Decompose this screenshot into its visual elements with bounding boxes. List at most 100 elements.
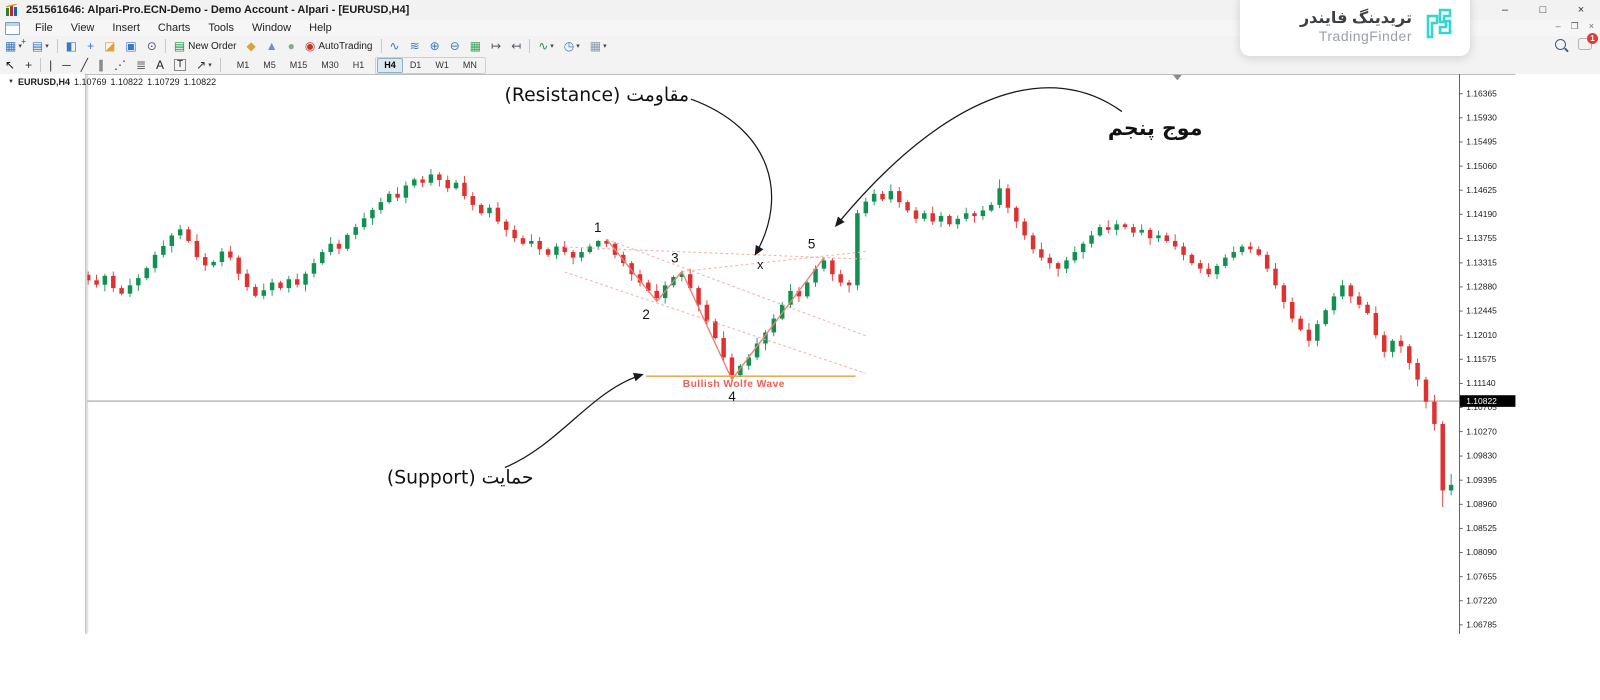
svg-text:1.09830: 1.09830 <box>1466 451 1497 461</box>
indicators-menu-button[interactable]: ∿ ▾ <box>534 38 558 55</box>
dropdown-caret-icon: ▾ <box>603 43 607 50</box>
close-button[interactable]: × <box>1577 4 1585 16</box>
data-window-button[interactable]: + <box>83 38 98 55</box>
periods-menu-button[interactable]: ◷ ▾ <box>560 38 584 55</box>
watermark-english-text: TradingFinder <box>1318 27 1412 44</box>
profiles-button[interactable]: ▤ ▾ <box>28 38 53 55</box>
arrows-style-button[interactable]: ↗ ▾ <box>192 57 216 74</box>
metaquotes-button[interactable]: ▲ <box>262 38 282 55</box>
zoom-out-button[interactable]: ⊖ <box>446 38 464 55</box>
fibonacci-icon: ⋰ <box>113 58 126 72</box>
search-icon[interactable] <box>1555 38 1566 50</box>
text-button[interactable]: A <box>152 57 168 74</box>
autotrading-button-label: AutoTrading <box>318 40 373 52</box>
horizontal-line-icon: ─ <box>62 58 71 72</box>
child-restore-button[interactable]: ❐ <box>1570 21 1579 31</box>
new-chart-icon: ▦ <box>5 39 17 53</box>
market-watch-button[interactable]: ◧ <box>62 38 81 55</box>
timeframe-m1[interactable]: M1 <box>230 58 257 73</box>
fibonacci-button[interactable]: ⋰ <box>110 57 130 74</box>
price-axis[interactable]: 1.16365 1.15930 1.15495 1.15060 1.14625 1.141… <box>1459 88 1516 630</box>
svg-text:1.13755: 1.13755 <box>1466 233 1497 243</box>
timeframe-m30[interactable]: M30 <box>314 58 346 73</box>
low-value: 1.10729 <box>147 77 180 87</box>
trendline-button[interactable]: ╱ <box>77 57 92 74</box>
tile-windows-button[interactable]: ▦ <box>466 38 485 55</box>
dropdown-caret-icon: ▾ <box>576 43 580 50</box>
timeframe-d1[interactable]: D1 <box>403 58 429 73</box>
navigator-button[interactable]: ◪ <box>100 38 119 55</box>
strategy-tester-button[interactable]: ⊙ <box>143 38 161 55</box>
zoom-in-button[interactable]: ⊕ <box>426 38 444 55</box>
text-label-button[interactable]: T <box>170 57 190 74</box>
menu-help[interactable]: Help <box>309 22 332 34</box>
metaquotes-icon: ▲ <box>265 39 278 53</box>
indicator-window-icon: ∿ <box>389 39 400 53</box>
child-close-button[interactable]: × <box>1588 21 1594 31</box>
dropdown-caret-icon: ▾ <box>45 43 49 50</box>
toolbar-separator <box>529 39 531 53</box>
new-chart-button[interactable]: ▦ + ▾ <box>1 37 26 55</box>
menu-insert[interactable]: Insert <box>112 22 140 34</box>
maximize-button[interactable]: □ <box>1539 4 1547 16</box>
minimize-button[interactable]: – <box>1501 4 1509 16</box>
navigator-icon: ◪ <box>104 39 116 53</box>
toolbar-separator <box>219 58 221 72</box>
chart-frame <box>84 74 1516 634</box>
shift-end-button[interactable]: ↦ <box>487 38 505 55</box>
timeframe-mn[interactable]: MN <box>456 58 484 73</box>
toolbar-separator <box>380 39 382 53</box>
svg-text:1.09395: 1.09395 <box>1466 475 1497 485</box>
chart-shift-marker[interactable] <box>1172 74 1182 81</box>
svg-text:3: 3 <box>671 251 678 266</box>
autotrading-button[interactable]: ◉ AutoTrading <box>301 38 377 55</box>
timeframe-h4[interactable]: H4 <box>377 57 403 73</box>
auto-scroll-button[interactable]: ↤ <box>507 38 525 55</box>
timeframe-w1[interactable]: W1 <box>428 58 456 73</box>
crosshair-button[interactable]: + <box>21 57 36 74</box>
timeframe-m5[interactable]: M5 <box>256 58 283 73</box>
menu-charts[interactable]: Charts <box>157 22 191 34</box>
menu-file[interactable]: File <box>35 22 53 34</box>
svg-text:x: x <box>757 258 764 272</box>
templates-menu-button[interactable]: ▦ ▾ <box>586 38 611 55</box>
new-order-button[interactable]: ▤ New Order <box>170 38 241 55</box>
menu-window[interactable]: Window <box>252 22 292 34</box>
templates-menu-icon: ▦ <box>589 39 602 53</box>
menu-tools[interactable]: Tools <box>208 22 234 34</box>
channel-button[interactable]: ∥ <box>94 57 108 74</box>
auto-scroll-icon: ↤ <box>511 39 522 53</box>
support-arrow <box>504 372 644 469</box>
notifications-icon[interactable]: 1 <box>1578 33 1598 50</box>
metaeditor-icon: ◆ <box>246 39 256 53</box>
oscillator-window-button[interactable]: ≋ <box>406 38 424 55</box>
chevron-down-icon[interactable]: ▼ <box>8 79 14 85</box>
svg-text:1.06785: 1.06785 <box>1466 620 1497 630</box>
chart-area[interactable]: ▼ EURUSD,H4 1.10769 1.10822 1.10729 1.10… <box>0 74 1600 700</box>
candlestick-chart[interactable]: Bullish Wolfe Wave 1 2 3 4 5 x (Resistance) مقا… <box>0 74 1600 700</box>
menu-view[interactable]: View <box>70 22 95 34</box>
metaeditor-button[interactable]: ◆ <box>243 38 260 55</box>
terminal-button[interactable]: ▣ <box>121 38 140 55</box>
child-minimize-button[interactable]: – <box>1555 21 1561 31</box>
svg-text:2: 2 <box>642 307 649 322</box>
timeframe-m15[interactable]: M15 <box>283 58 315 73</box>
cycle-lines-button[interactable]: ≣ <box>132 57 150 74</box>
svg-text:1.07655: 1.07655 <box>1466 571 1497 581</box>
svg-text:1: 1 <box>594 220 601 235</box>
title-bar: 251561646: Alpari-Pro.ECN-Demo - Demo Ac… <box>0 0 1600 21</box>
cursor-button[interactable]: ↖ <box>1 57 19 74</box>
symbol-label: EURUSD,H4 <box>17 77 70 87</box>
profiles-icon: ▤ <box>31 39 44 53</box>
svg-text:1.15495: 1.15495 <box>1466 137 1497 147</box>
candlestick-series <box>87 168 1454 508</box>
vertical-line-button[interactable]: | <box>45 57 56 74</box>
svg-text:1.15930: 1.15930 <box>1466 113 1497 123</box>
svg-text:1.13315: 1.13315 <box>1466 258 1497 268</box>
crosshair-icon: + <box>25 58 33 72</box>
community-button[interactable]: ● <box>284 38 299 55</box>
trendline-icon: ╱ <box>80 58 88 72</box>
timeframe-h1[interactable]: H1 <box>346 58 372 73</box>
horizontal-line-button[interactable]: ─ <box>58 57 75 74</box>
indicator-window-button[interactable]: ∿ <box>386 38 404 55</box>
